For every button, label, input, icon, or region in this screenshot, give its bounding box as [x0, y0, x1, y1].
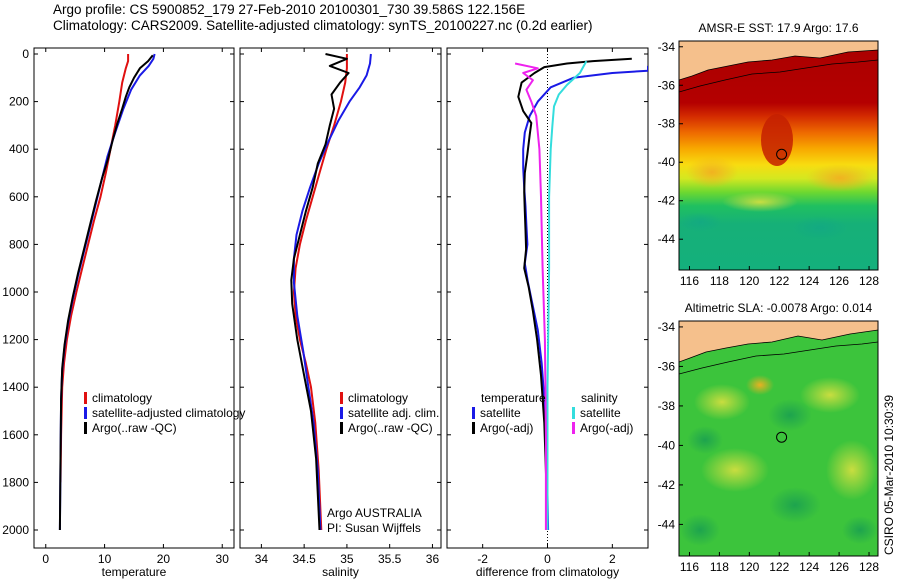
salinity-xtick-label: 34.5: [292, 552, 316, 566]
temperature-legend-1-label: satellite-adjusted climatology: [92, 406, 245, 420]
sst_map-ytick-label: -44: [658, 232, 676, 246]
sla-map: [678, 320, 879, 557]
depth-tick-label: 400: [9, 142, 29, 156]
sla_map-xtick-label: 128: [859, 560, 879, 574]
difference-legend-s0-swatch: [572, 407, 575, 419]
salinity-xtick-label: 34: [255, 552, 269, 566]
depth-tick-label: 600: [9, 190, 29, 204]
sla_map-xtick-label: 118: [710, 560, 729, 574]
difference-series-salinity-satellite: [546, 60, 588, 530]
sst-land: [679, 41, 878, 80]
sst_map-xtick-label: 126: [829, 274, 849, 288]
difference-legend-t0-label: satellite: [480, 406, 521, 420]
sst_map-xtick-label: 122: [769, 274, 789, 288]
difference-series-temperature-argo-adj-: [517, 57, 632, 531]
temperature-series-climatology: [59, 54, 130, 483]
sla_map-xtick-label: 122: [769, 560, 789, 574]
temperature-xlabel: temperature: [102, 565, 167, 579]
sla_map-ytick-label: -44: [658, 517, 676, 531]
salinity-legend-1-label: satellite adj. clim.: [348, 406, 439, 420]
salinity-annotation-1: PI: Susan Wijffels: [327, 521, 421, 535]
temperature-xtick-label: 10: [98, 552, 112, 566]
difference-legend-s0-label: satellite: [580, 406, 621, 420]
temperature-legend-0-label: climatology: [92, 391, 152, 405]
salinity-xlabel: salinity: [322, 565, 359, 579]
temperature-panel-frame: [33, 47, 235, 549]
difference-legend-heading-0: temperature: [481, 391, 546, 405]
sla_map-title: Altimetric SLA: -0.0078 Argo: 0.014: [685, 301, 873, 315]
temperature-series-argo-raw-qc-: [58, 54, 154, 531]
sst_map-ytick-label: -40: [658, 155, 676, 169]
difference-legend-heading-1: salinity: [581, 391, 618, 405]
salinity-xtick-label: 36: [426, 552, 440, 566]
temperature-legend-1-swatch: [84, 407, 87, 419]
depth-tick-label: 1600: [2, 428, 29, 442]
depth-tick-label: 1400: [2, 380, 29, 394]
temperature-xtick-label: 0: [42, 552, 49, 566]
sst_map-ytick-label: -34: [658, 40, 676, 54]
sst_map-xtick-label: 118: [710, 274, 729, 288]
sst_map-xtick-label: 128: [859, 274, 879, 288]
figure-title-line1: Argo profile: CS 5900852_179 27-Feb-2010…: [53, 2, 526, 17]
sla_map-xtick-label: 120: [739, 560, 759, 574]
sla-land: [679, 321, 878, 362]
salinity-annotation-0: Argo AUSTRALIA: [327, 506, 422, 520]
difference-legend-t1-swatch: [472, 422, 475, 434]
sst_map-title: AMSR-E SST: 17.9 Argo: 17.6: [698, 21, 858, 35]
depth-tick-label: 0: [22, 47, 29, 61]
sla_map-ytick-label: -34: [658, 320, 676, 334]
salinity-series-satellite-adj-clim-: [292, 53, 372, 531]
difference-xtick-label: 2: [609, 552, 616, 566]
sla_map-xtick-label: 116: [680, 560, 699, 574]
difference-legend-t0-swatch: [472, 407, 475, 419]
sla_map-ytick-label: -40: [658, 438, 676, 452]
sla_map-ytick-label: -42: [658, 478, 676, 492]
sst_map-ytick-label: -42: [658, 194, 676, 208]
depth-tick-label: 1200: [2, 333, 29, 347]
difference-series-salinity-argo-adj-: [514, 62, 547, 530]
temperature-legend-2-label: Argo(..raw -QC): [92, 421, 177, 435]
temperature-legend-0-swatch: [84, 392, 87, 404]
salinity-xtick-label: 35: [340, 552, 354, 566]
salinity-legend-2-label: Argo(..raw -QC): [348, 421, 433, 435]
depth-tick-label: 800: [9, 237, 29, 251]
sla_map-ytick-label: -38: [658, 399, 676, 413]
sst_map-ytick-label: -36: [658, 78, 676, 92]
depth-tick-label: 1000: [2, 285, 29, 299]
sla_map-ytick-label: -36: [658, 359, 676, 373]
temperature-xtick-label: 20: [157, 552, 171, 566]
salinity-series-argo-raw-qc-: [290, 53, 350, 531]
depth-tick-label: 2000: [2, 523, 29, 537]
sst-map: [678, 40, 879, 271]
sla-argo-marker: [776, 431, 788, 443]
temperature-legend-2-swatch: [84, 422, 87, 434]
sla_map-xtick-label: 124: [799, 560, 819, 574]
difference-xtick-label: 0: [544, 552, 551, 566]
salinity-legend-1-swatch: [340, 407, 343, 419]
depth-tick-label: 1800: [2, 475, 29, 489]
salinity-xtick-label: 35.5: [378, 552, 402, 566]
salinity-legend-0-swatch: [340, 392, 343, 404]
difference-legend-s1-label: Argo(-adj): [580, 421, 633, 435]
salinity-legend-0-label: climatology: [348, 391, 408, 405]
sla_map-xtick-label: 126: [829, 560, 849, 574]
sst_map-xtick-label: 124: [799, 274, 819, 288]
sst_map-ytick-label: -38: [658, 117, 676, 131]
salinity-series-climatology: [292, 54, 348, 531]
side-stamp: CSIRO 05-Mar-2010 10:30:39: [882, 395, 896, 555]
sst_map-xtick-label: 120: [739, 274, 759, 288]
depth-tick-label: 200: [9, 95, 29, 109]
difference-xlabel: difference from climatology: [476, 565, 619, 579]
figure-title-line2: Climatology: CARS2009. Satellite-adjuste…: [53, 18, 593, 33]
salinity-legend-2-swatch: [340, 422, 343, 434]
salinity-panel-frame: [239, 47, 442, 549]
sst_map-xtick-label: 116: [680, 274, 699, 288]
sst-argo-marker: [776, 148, 788, 160]
difference-legend-s1-swatch: [572, 422, 575, 434]
difference-xtick-label: -2: [477, 552, 488, 566]
temperature-xtick-label: 30: [216, 552, 230, 566]
difference-legend-t1-label: Argo(-adj): [480, 421, 533, 435]
